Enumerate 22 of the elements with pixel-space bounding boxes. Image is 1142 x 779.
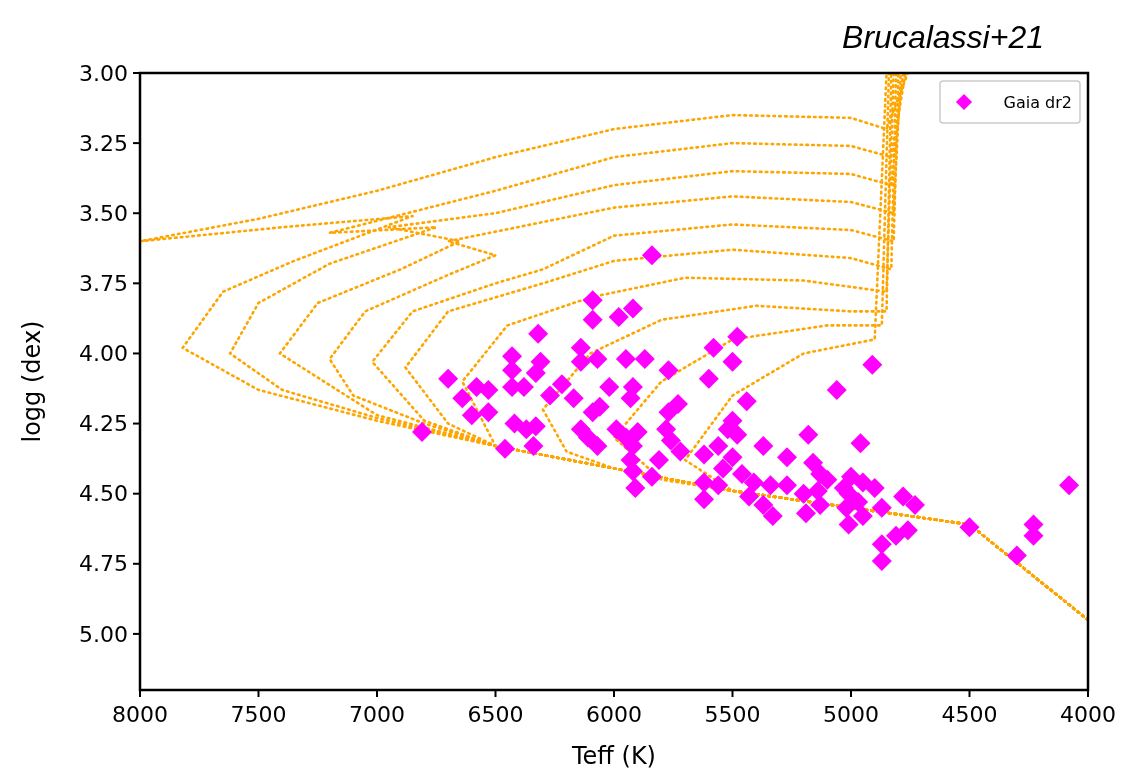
y-tick-label: 4.25: [79, 411, 128, 437]
y-tick-label: 4.75: [79, 551, 128, 577]
x-tick-label: 6500: [467, 702, 524, 727]
x-tick-label: 7000: [349, 702, 405, 727]
y-tick-label: 3.50: [79, 200, 128, 226]
y-tick-label: 3.75: [79, 271, 128, 297]
x-tick-label: 5000: [823, 702, 879, 727]
x-axis-title: Teff (K): [571, 742, 656, 770]
chart-title: Brucalassi+21: [842, 19, 1044, 55]
x-tick-label: 8000: [112, 702, 168, 727]
x-tick-label: 4000: [1060, 702, 1116, 727]
legend-label: Gaia dr2: [1003, 92, 1072, 112]
y-tick-label: 3.00: [79, 60, 128, 86]
x-tick-label: 7500: [230, 702, 287, 727]
y-tick-label: 3.25: [79, 130, 128, 156]
y-axis-title: logg (dex): [18, 320, 46, 443]
x-tick-label: 4500: [941, 702, 998, 727]
x-tick-label: 6000: [586, 702, 642, 727]
y-tick-label: 5.00: [79, 621, 128, 647]
y-tick-label: 4.00: [79, 341, 128, 367]
y-tick-label: 4.50: [79, 481, 128, 507]
x-tick-label: 5500: [704, 702, 761, 727]
